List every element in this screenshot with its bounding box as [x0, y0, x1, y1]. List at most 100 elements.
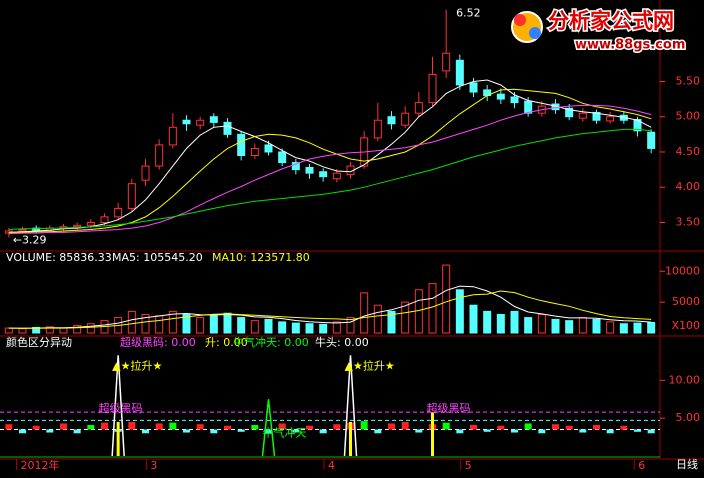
indicator-bar: [142, 429, 149, 434]
candle-body: [264, 144, 273, 153]
indicator-bar: [196, 424, 204, 430]
indicator-header: 牛气冲天: 0.00: [233, 335, 309, 349]
indicator-bar: [32, 425, 40, 430]
indicator-bar: [442, 422, 450, 430]
indicator-bar: [524, 423, 532, 430]
y-tick-label: 4.00: [676, 180, 701, 193]
candle-body: [373, 119, 382, 139]
logo: 分析家公式网 www.88gs.com: [511, 8, 687, 54]
volume-bar: [18, 328, 27, 334]
candle-body: [332, 172, 341, 180]
indicator-bar: [606, 429, 614, 434]
indicator-bar: [292, 429, 300, 433]
candle-body: [182, 119, 191, 125]
indicator-bar: [579, 429, 587, 433]
candle-body: [291, 162, 300, 171]
indicator-bar: [497, 425, 505, 430]
indicator-bar: [634, 429, 641, 432]
volume-bar: [155, 315, 164, 334]
indicator-header: 升: 0.00: [205, 336, 248, 349]
candle-body: [469, 82, 478, 93]
candle-body: [127, 183, 136, 209]
signal-label: 牛气冲天: [263, 425, 307, 439]
volume-bar: [4, 327, 13, 334]
indicator-bar: [620, 425, 628, 430]
candle-body: [196, 119, 205, 126]
indicator-bar: [415, 429, 423, 433]
y-tick-label: 5.00: [676, 411, 701, 424]
candle-body: [442, 52, 451, 72]
volume-header: VOLUME: 85836.33: [6, 251, 112, 264]
indicator-bar: [265, 429, 272, 434]
x-tick-label: 5: [465, 459, 472, 472]
indicator-bar: [388, 423, 395, 430]
candle-body: [155, 144, 164, 167]
y-tick-label: 5.00: [676, 110, 701, 123]
moving-average-line: [8, 88, 652, 233]
volume-bar: [551, 318, 560, 334]
volume-bar: [401, 301, 410, 334]
volume-bar: [45, 326, 54, 334]
period-label: 日线: [676, 457, 698, 471]
volume-bar: [387, 310, 396, 334]
volume-bar: [182, 313, 191, 334]
candle-body: [401, 112, 410, 126]
volume-bar: [305, 323, 314, 334]
logo-icon: [529, 27, 541, 39]
indicator-bar: [401, 421, 409, 430]
indicator-bar: [5, 424, 13, 430]
volume-bar: [428, 283, 437, 334]
logo-icon: [514, 14, 526, 26]
candle-body: [114, 207, 123, 218]
volume-bar: [346, 317, 355, 334]
y-tick-label: 5.50: [676, 74, 701, 87]
indicator-bar: [73, 429, 81, 434]
volume-bar: [237, 317, 246, 334]
y-tick-label: 3.50: [676, 215, 701, 228]
candle-body: [18, 229, 27, 232]
volume-bar: [86, 323, 95, 334]
indicator-bar: [101, 422, 108, 430]
candle-body: [592, 111, 601, 121]
indicator-bar: [538, 429, 546, 434]
indicator-bar: [19, 429, 26, 434]
indicator-bar: [87, 424, 95, 430]
volume-bar: [360, 292, 369, 334]
volume-bar: [59, 327, 68, 334]
volume-header: MA10: 123571.80: [212, 251, 310, 264]
volume-bar: [633, 322, 642, 334]
volume-bar: [373, 304, 382, 334]
y-tick-label: 10.00: [669, 373, 701, 386]
volume-bar: [196, 317, 205, 334]
volume-bar: [469, 304, 478, 334]
indicator-bar: [306, 425, 313, 430]
moving-average-line: [8, 128, 652, 230]
moving-average-line: [8, 285, 652, 329]
moving-average-line: [8, 104, 652, 235]
candle-body: [565, 107, 574, 118]
candle-body: [606, 116, 615, 122]
signal-spike: [111, 355, 125, 457]
indicator-bar: [374, 429, 382, 434]
indicator-header: 超级黑码: 0.00: [120, 335, 196, 349]
x-tick-label: 2012年: [21, 458, 60, 472]
volume-bar: [127, 310, 136, 334]
signal-label: ▲★拉升★: [112, 359, 162, 373]
y-tick-label: 4.50: [676, 145, 701, 158]
volume-bar: [223, 312, 232, 334]
indicator-header: 牛头: 0.00: [315, 335, 369, 349]
indicator-bar: [169, 422, 177, 430]
indicator-bar: [456, 429, 464, 434]
indicator-bar: [60, 423, 67, 430]
volume-bar: [319, 323, 328, 334]
volume-bar: [141, 313, 150, 334]
volume-bar: [442, 264, 451, 334]
indicator-bar: [46, 429, 54, 433]
candle-body: [305, 166, 314, 174]
volume-bar: [291, 322, 300, 334]
indicator-bar: [237, 429, 245, 432]
signal-spike: [343, 355, 358, 457]
candle-body: [209, 116, 218, 123]
indicator-bar: [224, 425, 231, 430]
volume-bar: [647, 322, 656, 334]
